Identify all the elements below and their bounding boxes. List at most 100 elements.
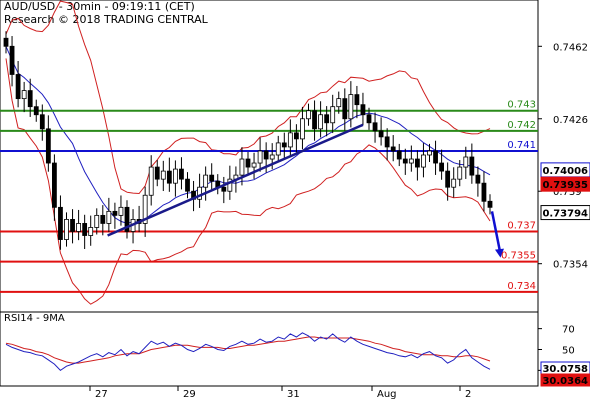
- chart-title: AUD/USD - 30min - 09:19:11 (CET): [4, 0, 195, 13]
- resistance-2-label: 0.743: [507, 100, 536, 111]
- candle-body: [354, 94, 360, 106]
- candle-body: [414, 158, 420, 168]
- candle-body: [52, 162, 57, 208]
- candle-body: [469, 156, 475, 176]
- resistance-1-label: 0.742: [507, 120, 536, 131]
- candle-body: [378, 130, 384, 138]
- candle-body: [82, 223, 88, 236]
- pivot-label: 0.741: [507, 140, 536, 151]
- price-tag-value: 0.73935: [542, 180, 588, 191]
- price-tag-value: 0.74006: [542, 166, 588, 177]
- candle-body: [160, 170, 166, 180]
- candle-body: [15, 74, 21, 100]
- candle-body: [245, 158, 251, 168]
- rsi-tag-box: [540, 373, 590, 387]
- rsi-tick-label: 70: [562, 325, 575, 336]
- candle-body: [179, 168, 184, 180]
- candle-body: [439, 162, 445, 172]
- price-tag-box: [540, 176, 590, 192]
- candle-body: [287, 132, 293, 148]
- candle-body: [203, 174, 209, 188]
- candle-body: [451, 178, 457, 188]
- price-tag-value: 0.73794: [542, 209, 588, 220]
- candle-body: [209, 174, 215, 182]
- candle-body: [481, 182, 487, 202]
- candle-body: [408, 158, 414, 164]
- candle-body: [390, 146, 396, 152]
- rsi-tag-value: 30.0364: [542, 376, 588, 387]
- candle-body: [88, 227, 94, 236]
- candle-body: [251, 162, 257, 168]
- candle-body: [27, 90, 33, 108]
- time-tick-label: 2: [465, 389, 471, 400]
- candle-body: [263, 150, 269, 160]
- candle-body: [172, 168, 178, 184]
- candle-body: [21, 90, 27, 100]
- price-tag-box: [540, 205, 590, 221]
- rsi-panel-frame: [0, 311, 539, 387]
- candle-body: [348, 94, 354, 120]
- support-2-label: 0.7355: [501, 251, 536, 262]
- support-1-label: 0.737: [507, 220, 536, 231]
- candle-body: [300, 118, 305, 140]
- candle-body: [306, 110, 311, 120]
- candle-body: [342, 98, 348, 120]
- candle-body: [154, 166, 160, 180]
- chart-credit: Research © 2018 TRADING CENTRAL: [4, 13, 208, 26]
- moving-average: [5, 46, 491, 224]
- candle-body: [336, 98, 342, 108]
- candle-body: [457, 166, 463, 180]
- candle-body: [487, 200, 493, 208]
- candle-body: [433, 150, 438, 164]
- candle-body: [58, 206, 63, 240]
- candle-body: [275, 142, 281, 156]
- candle-body: [312, 110, 317, 130]
- candle-body: [142, 194, 148, 224]
- rsi-ma-line: [5, 336, 491, 364]
- time-tick-label: Aug: [377, 389, 397, 400]
- candle-body: [360, 104, 366, 116]
- rsi-tag-value: 30.0758: [542, 364, 588, 375]
- price-tick-label: 0.739: [553, 187, 582, 198]
- candle-body: [185, 178, 190, 192]
- price-panel-frame: [0, 0, 539, 313]
- candle-body: [118, 206, 124, 216]
- time-tick-label: 27: [95, 389, 108, 400]
- candle-body: [324, 114, 330, 124]
- candle-body: [45, 128, 51, 164]
- rsi-title: RSI14 - 9MA: [4, 313, 65, 324]
- candle-body: [402, 158, 408, 164]
- candle-body: [475, 174, 481, 184]
- price-tick-label: 0.7426: [553, 115, 588, 126]
- candle-body: [293, 132, 299, 140]
- forecast-arrow-head: [495, 248, 504, 258]
- time-tick-label: 31: [287, 389, 300, 400]
- candle-body: [227, 178, 233, 192]
- candle-body: [39, 114, 45, 130]
- candle-body: [100, 214, 106, 224]
- candle-body: [445, 170, 451, 188]
- candle-body: [112, 210, 118, 216]
- candle-body: [269, 154, 275, 160]
- candle-body: [64, 219, 69, 240]
- rsi-tick-label: 50: [562, 346, 575, 357]
- candle-body: [148, 166, 154, 196]
- bollinger-lower: [5, 58, 491, 305]
- candle-body: [106, 210, 112, 224]
- candle-body: [384, 136, 390, 148]
- candle-body: [166, 170, 172, 184]
- time-tick-label: 29: [183, 389, 196, 400]
- candle-body: [70, 219, 75, 232]
- candle-body: [221, 186, 227, 192]
- trendline: [107, 123, 364, 237]
- forecast-arrow-shaft: [490, 211, 502, 252]
- candle-body: [239, 158, 245, 176]
- rsi-line: [5, 332, 491, 372]
- support-3-label: 0.734: [507, 281, 536, 292]
- candle-body: [372, 122, 378, 132]
- candle-body: [421, 154, 426, 168]
- candle-body: [463, 156, 469, 168]
- candle-body: [94, 214, 100, 228]
